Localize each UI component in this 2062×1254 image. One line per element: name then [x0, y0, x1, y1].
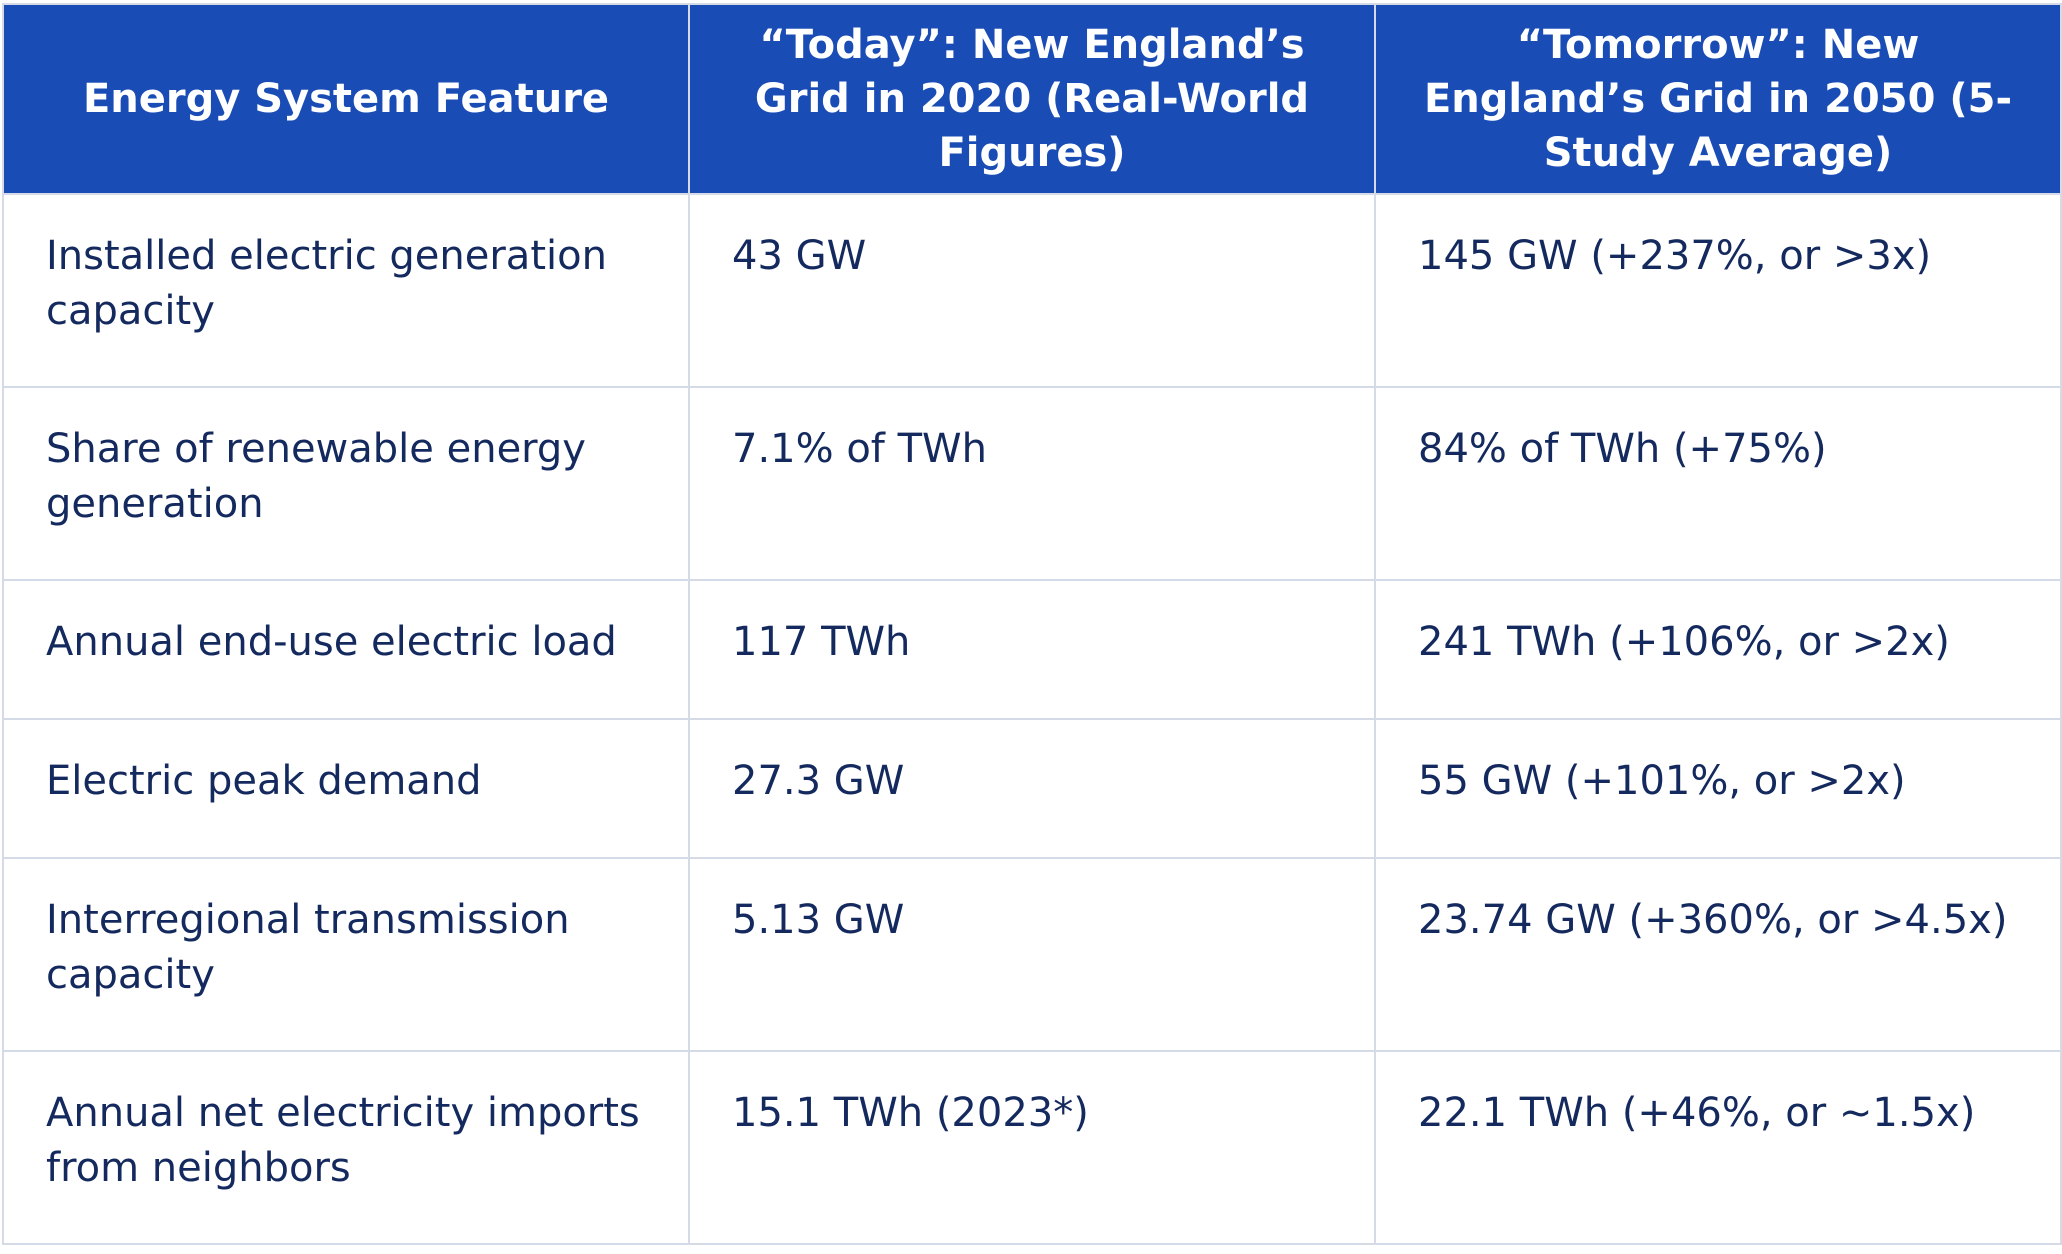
table-header: Energy System Feature “Today”: New Engla…	[2, 3, 2062, 195]
table-row: Electric peak demand 27.3 GW 55 GW (+101…	[2, 718, 2062, 859]
tomorrow-value-cell: 241 TWh (+106%, or >2x)	[1374, 579, 2062, 720]
today-value-cell: 43 GW	[688, 193, 1376, 388]
table-row: Installed electric generation capacity 4…	[2, 193, 2062, 388]
today-value-cell: 117 TWh	[688, 579, 1376, 720]
feature-cell: Installed electric generation capacity	[2, 193, 690, 388]
table-row: Annual net electricity imports from neig…	[2, 1050, 2062, 1245]
feature-cell: Electric peak demand	[2, 718, 690, 859]
header-feature: Energy System Feature	[2, 3, 690, 195]
table-row: Interregional transmission capacity 5.13…	[2, 857, 2062, 1052]
header-tomorrow-2050: “Tomorrow”: New England’s Grid in 2050 (…	[1374, 3, 2062, 195]
feature-cell: Share of renewable energy generation	[2, 386, 690, 581]
tomorrow-value-cell: 84% of TWh (+75%)	[1374, 386, 2062, 581]
tomorrow-value-cell: 22.1 TWh (+46%, or ~1.5x)	[1374, 1050, 2062, 1245]
today-value-cell: 7.1% of TWh	[688, 386, 1376, 581]
today-value-cell: 5.13 GW	[688, 857, 1376, 1052]
energy-comparison-table: Energy System Feature “Today”: New Engla…	[2, 3, 2062, 1245]
today-value-cell: 27.3 GW	[688, 718, 1376, 859]
tomorrow-value-cell: 55 GW (+101%, or >2x)	[1374, 718, 2062, 859]
tomorrow-value-cell: 145 GW (+237%, or >3x)	[1374, 193, 2062, 388]
header-today-2020: “Today”: New England’s Grid in 2020 (Rea…	[688, 3, 1376, 195]
table-row: Annual end-use electric load 117 TWh 241…	[2, 579, 2062, 720]
table-body: Installed electric generation capacity 4…	[2, 193, 2062, 1245]
header-row: Energy System Feature “Today”: New Engla…	[2, 3, 2062, 195]
feature-cell: Annual end-use electric load	[2, 579, 690, 720]
tomorrow-value-cell: 23.74 GW (+360%, or >4.5x)	[1374, 857, 2062, 1052]
table-row: Share of renewable energy generation 7.1…	[2, 386, 2062, 581]
today-value-cell: 15.1 TWh (2023*)	[688, 1050, 1376, 1245]
feature-cell: Annual net electricity imports from neig…	[2, 1050, 690, 1245]
feature-cell: Interregional transmission capacity	[2, 857, 690, 1052]
